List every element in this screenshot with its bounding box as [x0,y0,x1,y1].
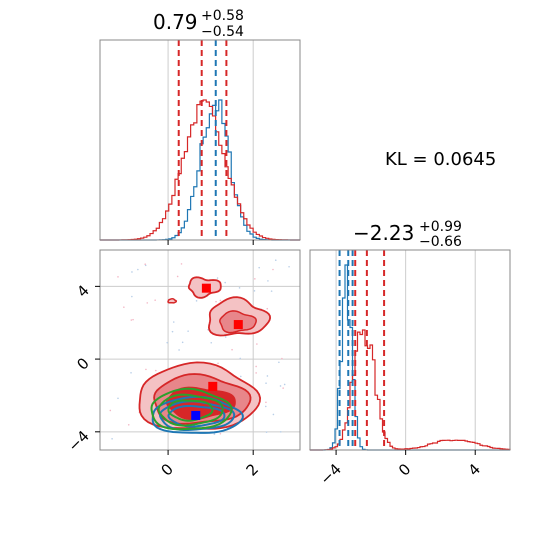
joint-speck [258,266,260,269]
joint-speck [270,290,273,292]
joint-speck [217,362,219,365]
joint-speck [224,336,227,338]
joint-speck [278,361,280,364]
joint-speck [132,318,134,321]
joint-speck [181,341,184,344]
marginal-x-title: 0.79 [153,10,198,34]
joint-speck [224,281,226,284]
joint-frame [99,249,301,451]
joint-speck [145,368,147,371]
joint-speck [171,330,174,333]
joint-speck [264,405,267,408]
joint-speck [265,382,267,384]
joint-speck [155,369,157,372]
joint-speck [109,409,112,412]
kl-annotation: KL = 0.0645 [385,149,496,170]
joint-speck [127,424,130,426]
joint-tick-label-y-2: 4 [73,281,92,300]
joint-speck [219,299,222,302]
joint-speck [231,348,233,351]
joint-speck [266,307,269,310]
joint-speck [274,259,277,262]
joint-speck [272,268,274,271]
joint-speck [255,372,257,374]
joint-speck [256,343,258,345]
joint-speck [288,265,290,268]
joint-speck [187,330,189,332]
joint-speck [176,275,179,278]
joint-speck [265,401,267,404]
joint-speck [154,299,156,301]
marginal-y-panel: −4 0 4 −2.23 +0.99 −0.66 [309,219,511,488]
joint-speck [279,431,282,433]
joint-speck [131,271,133,273]
joint-speck [180,263,183,265]
joint-marker-red-0 [201,283,211,293]
joint-tick-label-y-0: −4 [64,427,92,455]
joint-speck [172,321,175,323]
marginal-y-title: −2.23 [353,221,414,245]
joint-speck [131,295,133,298]
joint-speck [130,371,132,374]
marginal-x-title-plus: +0.58 [201,8,244,24]
joint-speck [137,268,139,271]
joint-contour-green-2 [167,399,214,422]
joint-speck [239,357,242,360]
marginal-y-tick-label-0: −4 [317,460,345,488]
marginal-y-title-plus: +0.99 [419,219,462,235]
joint-speck [166,341,169,344]
joint-speck [283,383,286,386]
joint-tick-label-x-1: 2 [243,460,262,479]
joint-speck [130,319,133,321]
joint-speck [266,375,269,377]
joint-marker-red-2 [208,381,218,391]
marginal-y-tick-label-2: 4 [465,460,484,479]
joint-contour-green-1 [157,393,224,427]
joint-contour-red-speck [167,297,178,304]
marginal-x-hist-blue [100,99,300,241]
marginal-x-frame [99,39,301,241]
joint-tick-label-y-1: 0 [73,354,92,373]
joint-contour-blue-1 [158,400,236,431]
joint-speck [123,306,125,308]
joint-marker-red-1 [233,320,243,330]
joint-speck [144,263,146,266]
joint-speck [239,375,242,378]
joint-panel: 0 2 −4 0 4 [64,249,301,480]
joint-speck [210,341,213,344]
marginal-x-title-value: 0.79 [153,10,198,34]
marginal-x-title-minus: −0.54 [201,24,244,40]
joint-speck [272,413,275,416]
marginal-y-frame [309,249,511,451]
marginal-y-title-minus: −0.66 [419,234,462,250]
joint-speck [195,300,198,302]
joint-speck [111,438,113,440]
joint-tick-label-x-0: 0 [157,460,176,479]
marginal-y-title-value: −2.23 [353,221,414,245]
joint-speck [117,397,119,400]
joint-contour-blue-2 [167,405,226,428]
joint-speck [281,357,283,360]
joint-speck [238,287,241,289]
joint-speck [178,349,180,351]
joint-speck [279,385,282,387]
joint-contour-green-0 [150,387,233,431]
joint-speck [282,387,284,389]
joint-speck [265,431,268,433]
joint-speck [215,300,217,303]
joint-speck [146,302,149,304]
joint-marker-blue-0 [191,410,201,420]
marginal-x-panel: 0.79 +0.58 −0.54 [99,8,301,245]
joint-speck [254,278,256,280]
joint-speck [216,277,219,279]
marginal-y-tick-label-1: 0 [395,460,414,479]
joint-speck [253,290,256,292]
joint-speck [255,365,257,368]
joint-speck [117,276,119,278]
joint-speck [213,433,216,435]
joint-speck [267,280,269,282]
joint-speck [219,432,222,435]
marginal-y-hist-red [310,329,511,451]
